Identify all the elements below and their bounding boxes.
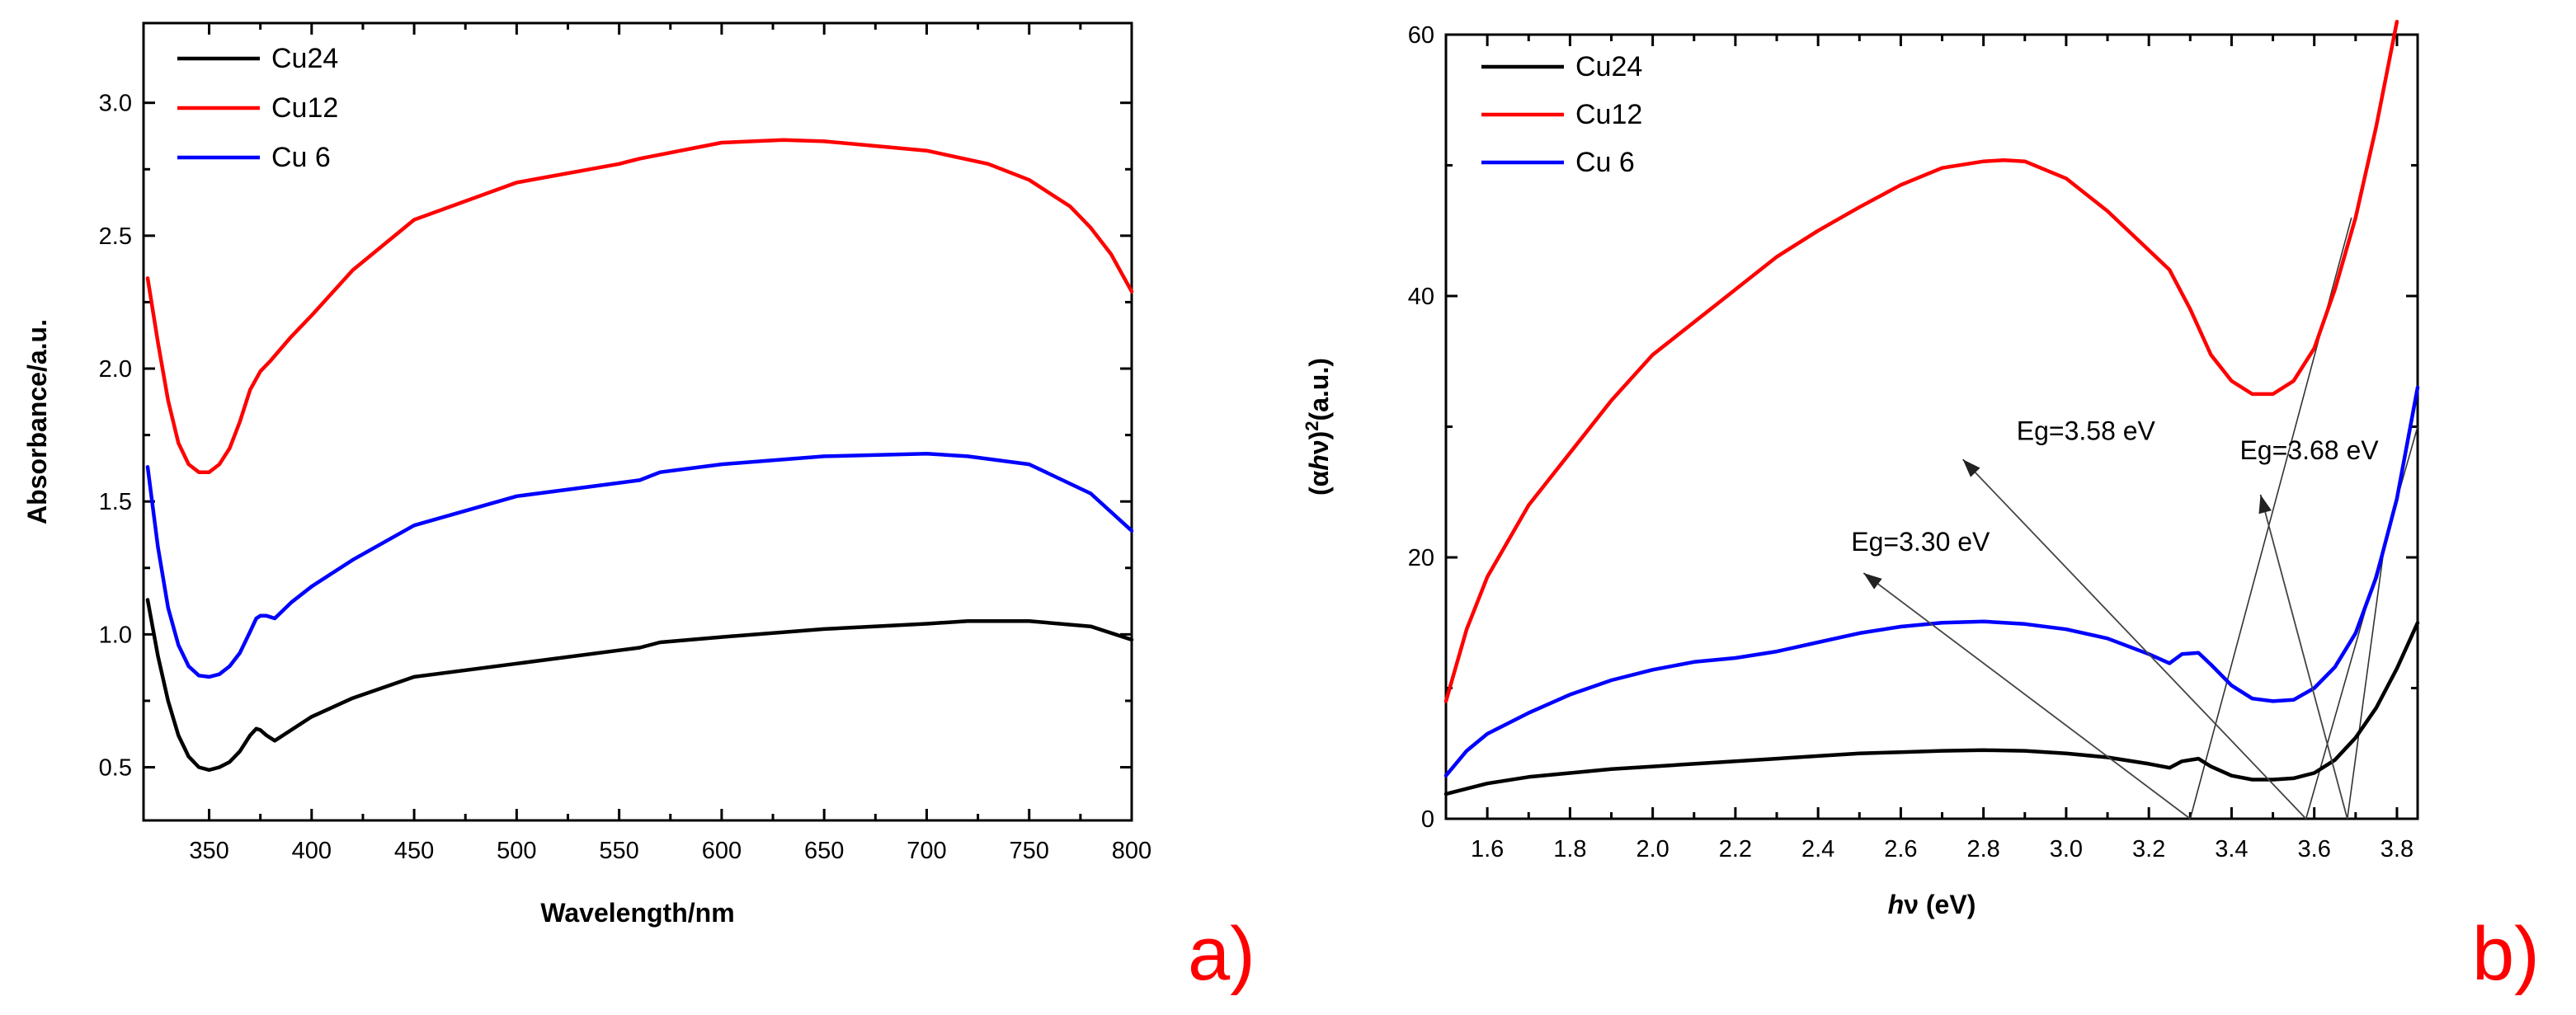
- annotation-arrow-line: [2259, 494, 2348, 820]
- legend-label: Cu12: [1575, 99, 1642, 130]
- plot-frame: [142, 21, 1133, 822]
- x-tick-label: 2.8: [1966, 836, 1999, 862]
- x-tick-label: 3.8: [2381, 836, 2414, 862]
- y-tick-label: 2.5: [99, 223, 132, 250]
- annotation-label: Eg=3.58 eV: [2017, 416, 2156, 445]
- panel-label: a): [1188, 912, 1255, 996]
- x-tick-label: 450: [394, 838, 434, 864]
- y-title-open: (α: [1304, 470, 1334, 496]
- annotation-arrow-line: [1863, 572, 2191, 820]
- y-tick-label: 0.5: [99, 755, 132, 782]
- x-tick-label: 350: [189, 838, 228, 864]
- x-tick-label: 3.6: [2298, 836, 2331, 862]
- x-axis-title: hν (eV): [1888, 890, 1976, 919]
- y-axis-title: (αhν)2(a.u.): [1302, 358, 1334, 496]
- annotation-arrowhead: [1962, 459, 1980, 477]
- x-tick-label: 500: [497, 838, 536, 864]
- y-axis-title: Absorbance/a.u.: [22, 319, 52, 524]
- panel-label: b): [2472, 912, 2540, 996]
- y-tick-label: 1.0: [99, 622, 132, 648]
- x-tick-label: 3.0: [2050, 836, 2083, 862]
- x-axis-title: Wavelength/nm: [540, 898, 734, 928]
- series-line-cu12: [1443, 19, 2399, 703]
- x-tick-label: 2.2: [1719, 836, 1752, 862]
- y-tick-label: 2.0: [99, 356, 132, 383]
- x-tick-label: 400: [292, 838, 332, 864]
- panel-a: 0.5 1.0 1.5 2.0 2.5 3.0 350 400 450 500 550 600 650 7…: [22, 21, 1255, 996]
- y-title-close: (a.u.): [1304, 358, 1334, 421]
- legend-label: Cu24: [1575, 51, 1642, 82]
- x-tick-label: 650: [804, 838, 844, 864]
- y-title-sup: 2: [1302, 421, 1322, 430]
- legend-label: Cu12: [271, 92, 338, 124]
- legend-label: Cu 6: [271, 142, 331, 173]
- y-title-italic: h: [1304, 454, 1334, 471]
- x-tick-label: 2.4: [1801, 836, 1834, 862]
- x-tick-label: 750: [1010, 838, 1049, 864]
- legend-label: Cu 6: [1575, 147, 1635, 178]
- x-tick-label: 1.6: [1471, 836, 1504, 862]
- annotation-arrowhead: [2258, 494, 2272, 515]
- x-tick-label: 3.2: [2132, 836, 2165, 862]
- annotation-arrow-line: [1961, 458, 2307, 820]
- annotation-arrowhead: [1863, 573, 1882, 590]
- series-line-cu24: [145, 598, 1134, 773]
- x-tick-label: 2.6: [1884, 836, 1917, 862]
- x-tick-label: 1.8: [1553, 836, 1586, 862]
- y-tick-label: 3.0: [99, 91, 132, 117]
- x-axis-title-italic: h: [1888, 890, 1905, 919]
- x-tick-label: 600: [702, 838, 742, 864]
- y-tick-label: 1.5: [99, 489, 132, 515]
- series-line-cu24: [1443, 621, 2420, 796]
- series-line-cu12: [145, 138, 1134, 474]
- tangent-line: [2346, 544, 2385, 820]
- y-tick-label: 0: [1421, 806, 1434, 833]
- y-tick-label: 40: [1408, 284, 1434, 310]
- x-tick-label: 3.4: [2215, 836, 2248, 862]
- x-tick-label: 2.0: [1636, 836, 1669, 862]
- panel-b: 0 20 40 60 1.6 1.8 2.0 2.2 2.4 2.6 2.8 3.0 3.2 3.4 3.6…: [1302, 19, 2540, 996]
- y-tick-label: 20: [1408, 545, 1434, 571]
- y-title-mid: ν): [1304, 431, 1334, 454]
- y-tick-label: 60: [1408, 22, 1434, 49]
- annotation-label: Eg=3.68 eV: [2239, 435, 2379, 465]
- series-line-cu6: [145, 451, 1134, 679]
- annotation-label: Eg=3.30 eV: [1851, 527, 1990, 557]
- series-line-cu6: [1443, 385, 2420, 778]
- x-tick-label: 800: [1112, 838, 1151, 864]
- x-axis-title-rest: ν (eV): [1904, 890, 1976, 919]
- x-tick-label: 550: [599, 838, 638, 864]
- legend-label: Cu24: [271, 43, 338, 74]
- x-tick-label: 700: [907, 838, 946, 864]
